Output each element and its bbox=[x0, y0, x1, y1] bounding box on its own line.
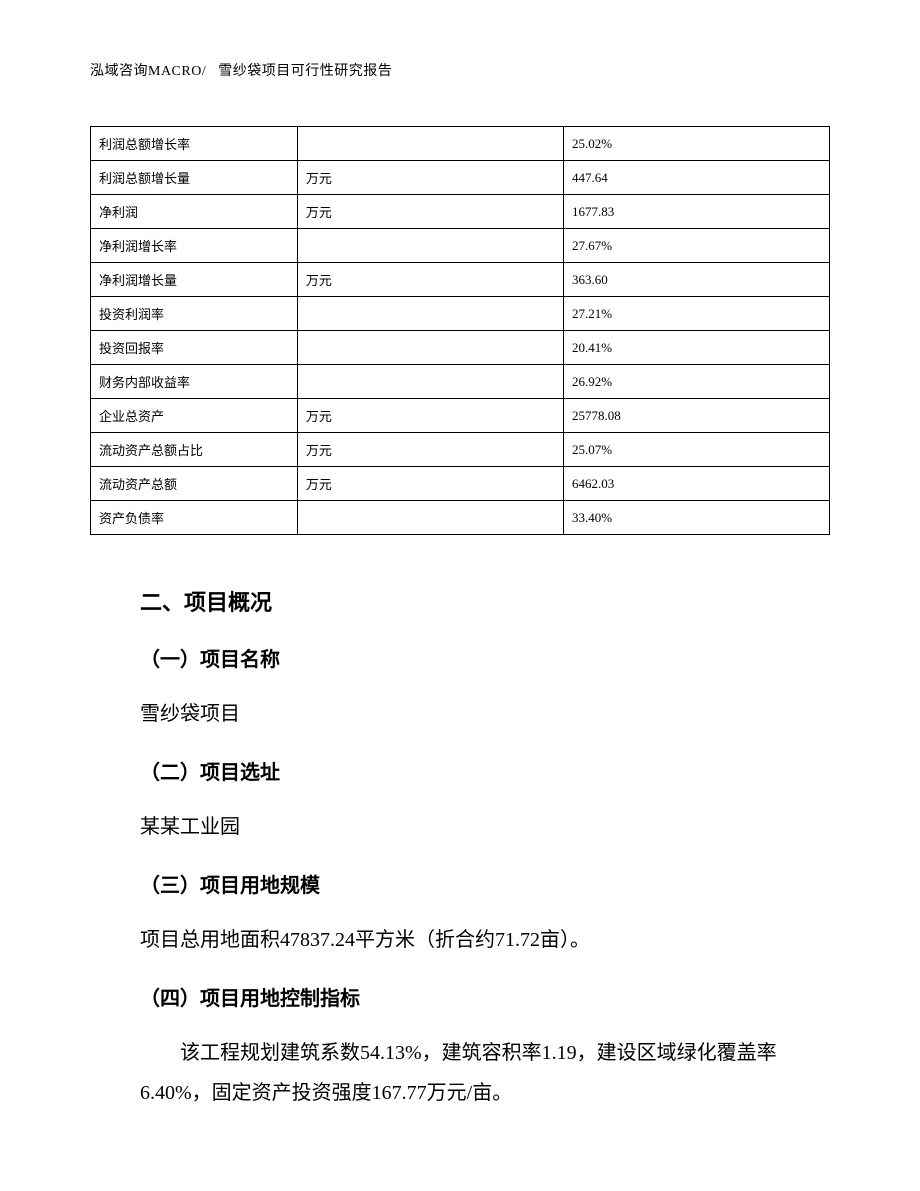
header-right: 雪纱袋项目可行性研究报告 bbox=[218, 64, 392, 79]
cell-metric: 净利润 bbox=[91, 195, 298, 229]
cell-metric: 流动资产总额占比 bbox=[91, 433, 298, 467]
cell-value: 6462.03 bbox=[563, 467, 829, 501]
cell-value: 27.21% bbox=[563, 297, 829, 331]
cell-metric: 流动资产总额 bbox=[91, 467, 298, 501]
cell-unit bbox=[297, 365, 563, 399]
content-body: 二、项目概况 （一）项目名称 雪纱袋项目 （二）项目选址 某某工业园 （三）项目… bbox=[90, 585, 830, 1113]
cell-unit bbox=[297, 501, 563, 535]
table-row: 净利润增长量 万元 363.60 bbox=[91, 263, 830, 297]
cell-metric: 利润总额增长量 bbox=[91, 161, 298, 195]
cell-metric: 投资回报率 bbox=[91, 331, 298, 365]
cell-metric: 利润总额增长率 bbox=[91, 127, 298, 161]
subheading-site-selection: （二）项目选址 bbox=[140, 756, 780, 785]
cell-unit: 万元 bbox=[297, 195, 563, 229]
cell-value: 33.40% bbox=[563, 501, 829, 535]
paragraph-land-scale: 项目总用地面积47837.24平方米（折合约71.72亩）。 bbox=[140, 920, 780, 960]
page: 泓域咨询MACRO/ 雪纱袋项目可行性研究报告 利润总额增长率 25.02% 利… bbox=[0, 0, 920, 1191]
cell-value: 447.64 bbox=[563, 161, 829, 195]
cell-value: 20.41% bbox=[563, 331, 829, 365]
cell-metric: 资产负债率 bbox=[91, 501, 298, 535]
table-row: 投资回报率 20.41% bbox=[91, 331, 830, 365]
table-row: 流动资产总额占比 万元 25.07% bbox=[91, 433, 830, 467]
cell-metric: 财务内部收益率 bbox=[91, 365, 298, 399]
header-left: 泓域咨询MACRO/ bbox=[90, 64, 206, 79]
cell-unit bbox=[297, 229, 563, 263]
cell-value: 1677.83 bbox=[563, 195, 829, 229]
table-row: 财务内部收益率 26.92% bbox=[91, 365, 830, 399]
cell-value: 25778.08 bbox=[563, 399, 829, 433]
paragraph-site-selection: 某某工业园 bbox=[140, 807, 780, 847]
cell-metric: 企业总资产 bbox=[91, 399, 298, 433]
cell-unit: 万元 bbox=[297, 399, 563, 433]
paragraph-land-control: 该工程规划建筑系数54.13%，建筑容积率1.19，建设区域绿化覆盖率6.40%… bbox=[140, 1033, 780, 1113]
subheading-land-scale: （三）项目用地规模 bbox=[140, 869, 780, 898]
table-row: 投资利润率 27.21% bbox=[91, 297, 830, 331]
cell-value: 26.92% bbox=[563, 365, 829, 399]
paragraph-project-name: 雪纱袋项目 bbox=[140, 694, 780, 734]
cell-unit: 万元 bbox=[297, 467, 563, 501]
section-heading-overview: 二、项目概况 bbox=[140, 585, 780, 617]
subheading-land-control: （四）项目用地控制指标 bbox=[140, 982, 780, 1011]
metrics-table: 利润总额增长率 25.02% 利润总额增长量 万元 447.64 净利润 万元 … bbox=[90, 126, 830, 535]
table-row: 净利润 万元 1677.83 bbox=[91, 195, 830, 229]
table-row: 资产负债率 33.40% bbox=[91, 501, 830, 535]
table-row: 净利润增长率 27.67% bbox=[91, 229, 830, 263]
table-row: 企业总资产 万元 25778.08 bbox=[91, 399, 830, 433]
cell-unit: 万元 bbox=[297, 263, 563, 297]
cell-unit: 万元 bbox=[297, 433, 563, 467]
page-header: 泓域咨询MACRO/ 雪纱袋项目可行性研究报告 bbox=[90, 60, 830, 80]
cell-value: 25.07% bbox=[563, 433, 829, 467]
cell-value: 25.02% bbox=[563, 127, 829, 161]
cell-unit: 万元 bbox=[297, 161, 563, 195]
table-row: 利润总额增长率 25.02% bbox=[91, 127, 830, 161]
cell-value: 27.67% bbox=[563, 229, 829, 263]
subheading-project-name: （一）项目名称 bbox=[140, 643, 780, 672]
cell-unit bbox=[297, 331, 563, 365]
table-row: 流动资产总额 万元 6462.03 bbox=[91, 467, 830, 501]
table-row: 利润总额增长量 万元 447.64 bbox=[91, 161, 830, 195]
cell-unit bbox=[297, 127, 563, 161]
cell-unit bbox=[297, 297, 563, 331]
cell-value: 363.60 bbox=[563, 263, 829, 297]
cell-metric: 净利润增长量 bbox=[91, 263, 298, 297]
cell-metric: 投资利润率 bbox=[91, 297, 298, 331]
cell-metric: 净利润增长率 bbox=[91, 229, 298, 263]
